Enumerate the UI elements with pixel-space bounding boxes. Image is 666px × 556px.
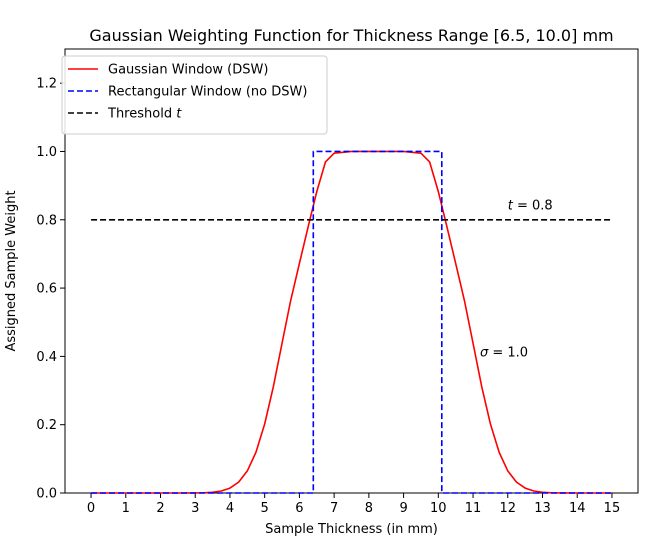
y-tick-label: 0.0 [36,487,57,502]
x-tick-label: 13 [534,501,551,516]
x-tick-label: 3 [191,501,199,516]
series-lines [91,150,612,494]
x-tick-label: 11 [465,501,482,516]
x-tick-label: 2 [156,501,164,516]
y-tick-label: 0.2 [36,418,57,433]
legend-entry-gaussian: Gaussian Window (DSW) [68,63,268,78]
y-tick-label: 0.6 [36,282,57,297]
legend-box [61,55,328,135]
x-tick-label: 6 [295,501,303,516]
y-axis-ticks: 0.0 0.2 0.4 0.6 0.8 1.0 1.2 [36,77,65,502]
x-tick-label: 9 [399,501,407,516]
legend-entry-rectangular: Rectangular Window (no DSW) [68,85,307,100]
x-tick-label: 0 [87,501,95,516]
chart-title: Gaussian Weighting Function for Thicknes… [89,26,613,45]
y-tick-label: 1.2 [36,77,57,92]
x-tick-label: 12 [499,501,516,516]
y-tick-label: 0.8 [36,213,57,228]
x-axis-ticks: 0 1 2 3 4 5 6 7 8 9 10 11 12 13 14 15 [87,493,620,516]
legend-label: Gaussian Window (DSW) [108,63,268,78]
y-tick-label: 0.4 [36,350,57,365]
x-tick-label: 7 [330,501,338,516]
threshold-annotation: t = 0.8 [508,199,553,214]
plot-frame [64,48,639,494]
sigma-annotation: σ = 1.0 [480,345,528,360]
legend-label: Threshold t [107,107,182,122]
y-tick-label: 1.0 [36,145,57,160]
legend-label: Rectangular Window (no DSW) [108,85,307,100]
x-tick-label: 15 [604,501,621,516]
x-tick-label: 8 [365,501,373,516]
x-tick-label: 4 [226,501,234,516]
legend: Gaussian Window (DSW) Rectangular Window … [61,55,328,135]
x-tick-label: 1 [122,501,130,516]
legend-entry-threshold: Threshold t [68,107,182,122]
x-axis-label: Sample Thickness (in mm) [265,522,438,537]
x-tick-label: 5 [261,501,269,516]
x-tick-label: 10 [430,501,447,516]
rectangular-window-line [91,150,612,494]
x-tick-label: 14 [569,501,586,516]
y-axis-label: Assigned Sample Weight [4,190,19,351]
